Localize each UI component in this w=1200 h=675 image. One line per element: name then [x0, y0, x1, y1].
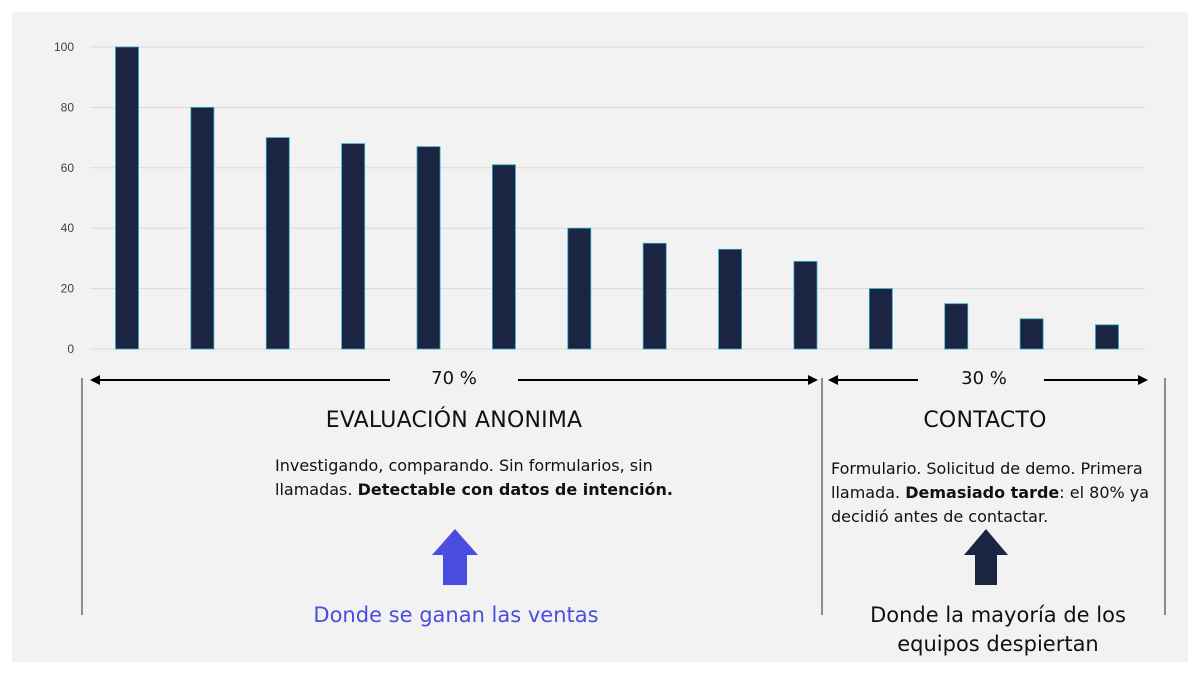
grid-lines — [90, 46, 1145, 350]
right-section-title: CONTACTO — [923, 408, 1047, 433]
bar — [718, 248, 742, 350]
right-desc-bold: Demasiado tarde — [905, 483, 1060, 502]
bar — [567, 227, 592, 350]
y-tick-label: 20 — [61, 282, 75, 296]
left-desc-text: Investigando, comparando. Sin formulario… — [275, 456, 653, 499]
bar — [868, 288, 893, 350]
span-arrow-left — [90, 375, 818, 385]
bars — [115, 46, 1119, 350]
left-caption: Donde se ganan las ventas — [313, 603, 599, 627]
divider-middle — [821, 378, 823, 615]
divider-left — [81, 378, 83, 615]
y-tick-label: 100 — [54, 40, 74, 54]
divider-right — [1164, 378, 1166, 615]
y-tick-label: 0 — [67, 342, 74, 356]
right-description: Formulario. Solicitud de demo. Primera l… — [831, 457, 1163, 529]
up-arrow-icon — [964, 529, 1008, 585]
bar — [190, 107, 215, 350]
y-axis-ticks: 0 20 40 60 80 100 — [54, 40, 74, 356]
y-tick-label: 40 — [61, 221, 75, 235]
span-arrow-right — [828, 375, 1148, 385]
left-description: Investigando, comparando. Sin formulario… — [275, 454, 685, 502]
right-caption: Donde la mayoría de los equipos despiert… — [870, 603, 1126, 656]
bar — [1019, 318, 1044, 350]
bar — [642, 242, 667, 350]
left-section-title: EVALUACIÓN ANONIMA — [325, 408, 583, 433]
bar — [115, 46, 139, 350]
up-arrow-icon — [432, 529, 478, 585]
left-percent-label: 70 % — [394, 368, 514, 389]
y-tick-label: 80 — [61, 100, 75, 114]
bar — [416, 146, 441, 350]
right-percent-label: 30 % — [924, 368, 1044, 389]
bar — [1095, 324, 1119, 350]
right-desc-text: Formulario. Solicitud de demo. Primera l… — [831, 459, 1143, 502]
bar — [341, 143, 366, 350]
bar — [265, 137, 290, 350]
bar — [492, 164, 516, 350]
bar — [793, 261, 818, 350]
y-tick-label: 60 — [61, 161, 75, 175]
right-desc-text-end: : el 80% ya decidió antes de contactar. — [831, 483, 1150, 526]
left-desc-bold: Detectable con datos de intención. — [357, 480, 673, 499]
bar — [944, 303, 969, 350]
